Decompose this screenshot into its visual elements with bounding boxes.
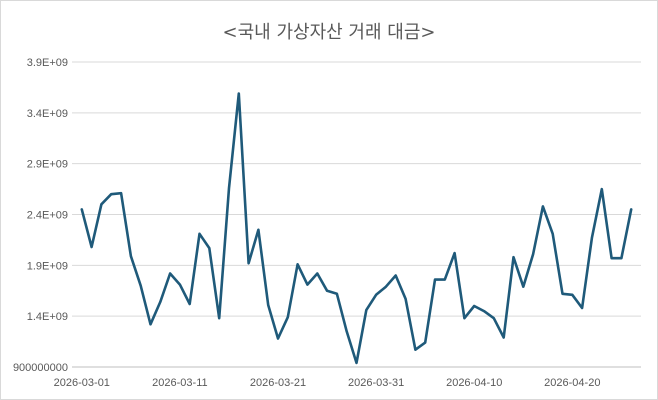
x-tick-label: 2026-04-10: [446, 377, 502, 389]
x-tick-label: 2026-03-21: [250, 377, 306, 389]
y-tick-label: 3.9E+09: [27, 57, 68, 69]
chart-title: <국내 가상자산 거래 대금>: [222, 22, 436, 43]
y-tick-label: 1.9E+09: [27, 260, 68, 272]
y-tick-label: 900000000: [13, 362, 68, 374]
y-tick-label: 2.9E+09: [27, 159, 68, 171]
gridlines: [72, 61, 641, 368]
x-tick-label: 2026-03-11: [152, 377, 207, 389]
x-tick-label: 2026-03-31: [348, 377, 404, 389]
series-lines: [80, 92, 633, 365]
x-tick-label: 2026-04-20: [544, 377, 600, 389]
series-line: [80, 92, 633, 365]
x-tick-label: 2026-03-01: [54, 377, 110, 389]
y-tick-label: 2.4E+09: [27, 210, 68, 222]
y-tick-label: 3.4E+09: [27, 108, 68, 120]
y-tick-label: 1.4E+09: [27, 311, 68, 323]
y-axis-ticks: 900000000 1.4E+09 1.9E+09 2.4E+09 2.9E+09 3.4…: [13, 57, 68, 374]
x-axis-ticks: 2026-03-01 2026-03-11 2026-03-21 2026-03-31…: [54, 377, 601, 389]
